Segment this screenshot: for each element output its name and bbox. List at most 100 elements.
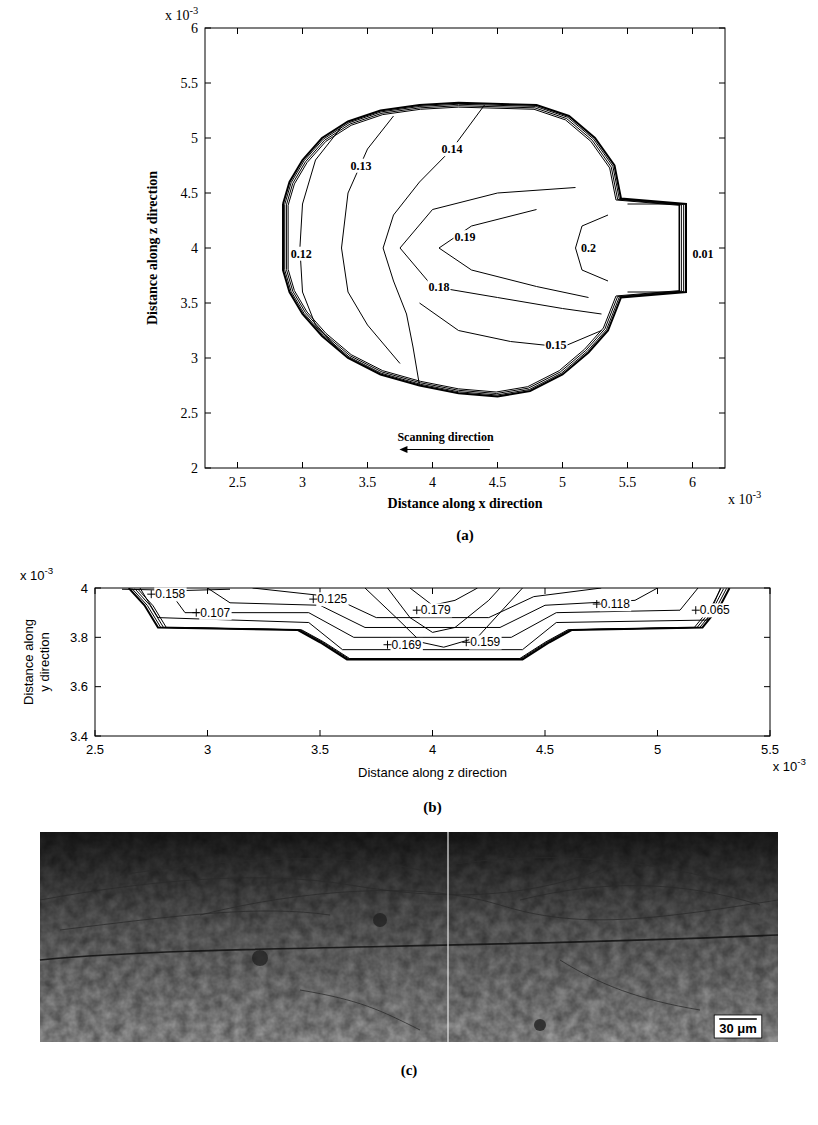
- panel-label: (a): [456, 527, 474, 544]
- x-tick-top: [497, 28, 498, 34]
- y-tick: [205, 248, 211, 249]
- label-patch: [441, 142, 464, 156]
- x-tick-top: [657, 588, 658, 594]
- y-axis-title-line: Distance along: [21, 619, 36, 705]
- y-tick-label: 4: [191, 241, 198, 256]
- panel-0: 2.533.544.555.5622.533.544.555.56x 10-3x…: [145, 5, 761, 544]
- contour-line: [439, 210, 589, 298]
- outline: [129, 588, 730, 660]
- contour-line: [300, 127, 342, 353]
- x-tick-top: [770, 588, 771, 594]
- y-tick-right: [719, 28, 725, 29]
- y-axis-title-line: y direction: [37, 632, 52, 691]
- label-patch: [545, 338, 568, 352]
- x-tick: [432, 462, 433, 468]
- contour-label: 0.125: [317, 592, 347, 606]
- contour-label: 0.13: [351, 159, 372, 173]
- y-tick-label: 3: [191, 351, 198, 366]
- x-tick-label: 5.5: [619, 475, 637, 490]
- contour-line: [167, 588, 698, 637]
- label-patch: [428, 280, 451, 294]
- x-multiplier: x 10-3: [728, 489, 761, 507]
- x-tick-label: 3: [204, 742, 211, 757]
- contour-label: 0.159: [470, 635, 500, 649]
- x-multiplier: x 10-3: [773, 756, 806, 774]
- label-patch: [391, 638, 423, 652]
- label-marker: [593, 600, 601, 608]
- label-patch: [154, 587, 186, 601]
- micrograph-feature: [520, 886, 760, 905]
- label-patch: [290, 247, 313, 261]
- x-tick: [627, 462, 628, 468]
- x-tick: [320, 730, 321, 736]
- x-tick: [562, 462, 563, 468]
- x-tick-label: 2.5: [229, 475, 247, 490]
- label-patch: [469, 635, 501, 649]
- micrograph-feature: [120, 859, 420, 875]
- x-tick-label: 3: [299, 475, 306, 490]
- outline-ring: [288, 107, 679, 392]
- y-tick: [205, 193, 211, 194]
- y-tick-label: 3.4: [70, 729, 88, 744]
- y-tick: [205, 303, 211, 304]
- contour-label: 0.065: [700, 603, 730, 617]
- label-marker: [309, 595, 317, 603]
- y-tick: [205, 468, 211, 469]
- contour-line: [342, 116, 401, 364]
- x-tick: [692, 462, 693, 468]
- y-multiplier: x 10-3: [20, 565, 53, 583]
- outline-ring: [132, 588, 727, 659]
- x-multiplier-exponent: -3: [753, 489, 762, 500]
- micrograph-feature: [60, 911, 330, 930]
- contour-line: [628, 204, 680, 292]
- contour-label: 0.15: [546, 338, 567, 352]
- y-tick-right: [764, 686, 770, 687]
- contour-label: 0.179: [421, 603, 451, 617]
- x-tick: [545, 730, 546, 736]
- contour-line: [420, 303, 602, 347]
- x-tick-top: [207, 588, 208, 594]
- contour-label: 0.158: [155, 587, 185, 601]
- micrograph-feature: [420, 858, 720, 880]
- y-axis-title: Distance along z direction: [145, 171, 160, 325]
- micrograph-feature: [200, 891, 778, 920]
- label-patch: [316, 592, 348, 606]
- x-tick-top: [562, 28, 563, 34]
- contour-line: [576, 215, 609, 281]
- micrograph-feature: [300, 990, 420, 1030]
- y-tick: [205, 138, 211, 139]
- micrograph-image: [40, 832, 778, 1042]
- x-tick-top: [432, 28, 433, 34]
- micrograph-pore: [252, 950, 268, 966]
- outline: [283, 103, 686, 397]
- x-tick: [432, 730, 433, 736]
- figure: 2.533.544.555.5622.533.544.555.56x 10-3x…: [0, 0, 818, 1125]
- y-multiplier-base: x 10: [20, 568, 45, 583]
- label-patch: [420, 603, 452, 617]
- contour-labels: 0.1580.1070.1250.1790.1690.1590.1180.065: [147, 587, 731, 652]
- panel-1: 2.533.544.555.53.43.63.84x 10-3x 10-3Dis…: [20, 565, 806, 816]
- annotation: Scanning direction: [397, 430, 493, 444]
- contour-label: 0.19: [455, 230, 476, 244]
- label-patch: [199, 606, 231, 620]
- y-tick-right: [764, 637, 770, 638]
- x-tick-top: [237, 28, 238, 34]
- label-marker: [147, 590, 155, 598]
- x-tick-label: 4.5: [536, 742, 554, 757]
- x-axis-title: Distance along z direction: [358, 765, 507, 780]
- y-tick: [205, 358, 211, 359]
- panel-label: (b): [423, 799, 441, 816]
- contour-label: 0.169: [392, 638, 422, 652]
- y-tick-label: 4: [81, 581, 88, 596]
- y-tick: [205, 28, 211, 29]
- scale-bar-box: [714, 1015, 762, 1038]
- x-tick-top: [545, 588, 546, 594]
- x-axis-title: Distance along x direction: [388, 496, 543, 511]
- micrograph-pore: [534, 1019, 546, 1031]
- contour-label: 0.12: [291, 247, 312, 261]
- x-tick-label: 5: [559, 475, 566, 490]
- contour-line: [140, 588, 721, 650]
- x-multiplier-base: x 10: [728, 492, 753, 507]
- contour-labels: 0.120.130.140.180.190.150.20.01: [290, 142, 715, 352]
- x-tick-label: 4: [429, 475, 436, 490]
